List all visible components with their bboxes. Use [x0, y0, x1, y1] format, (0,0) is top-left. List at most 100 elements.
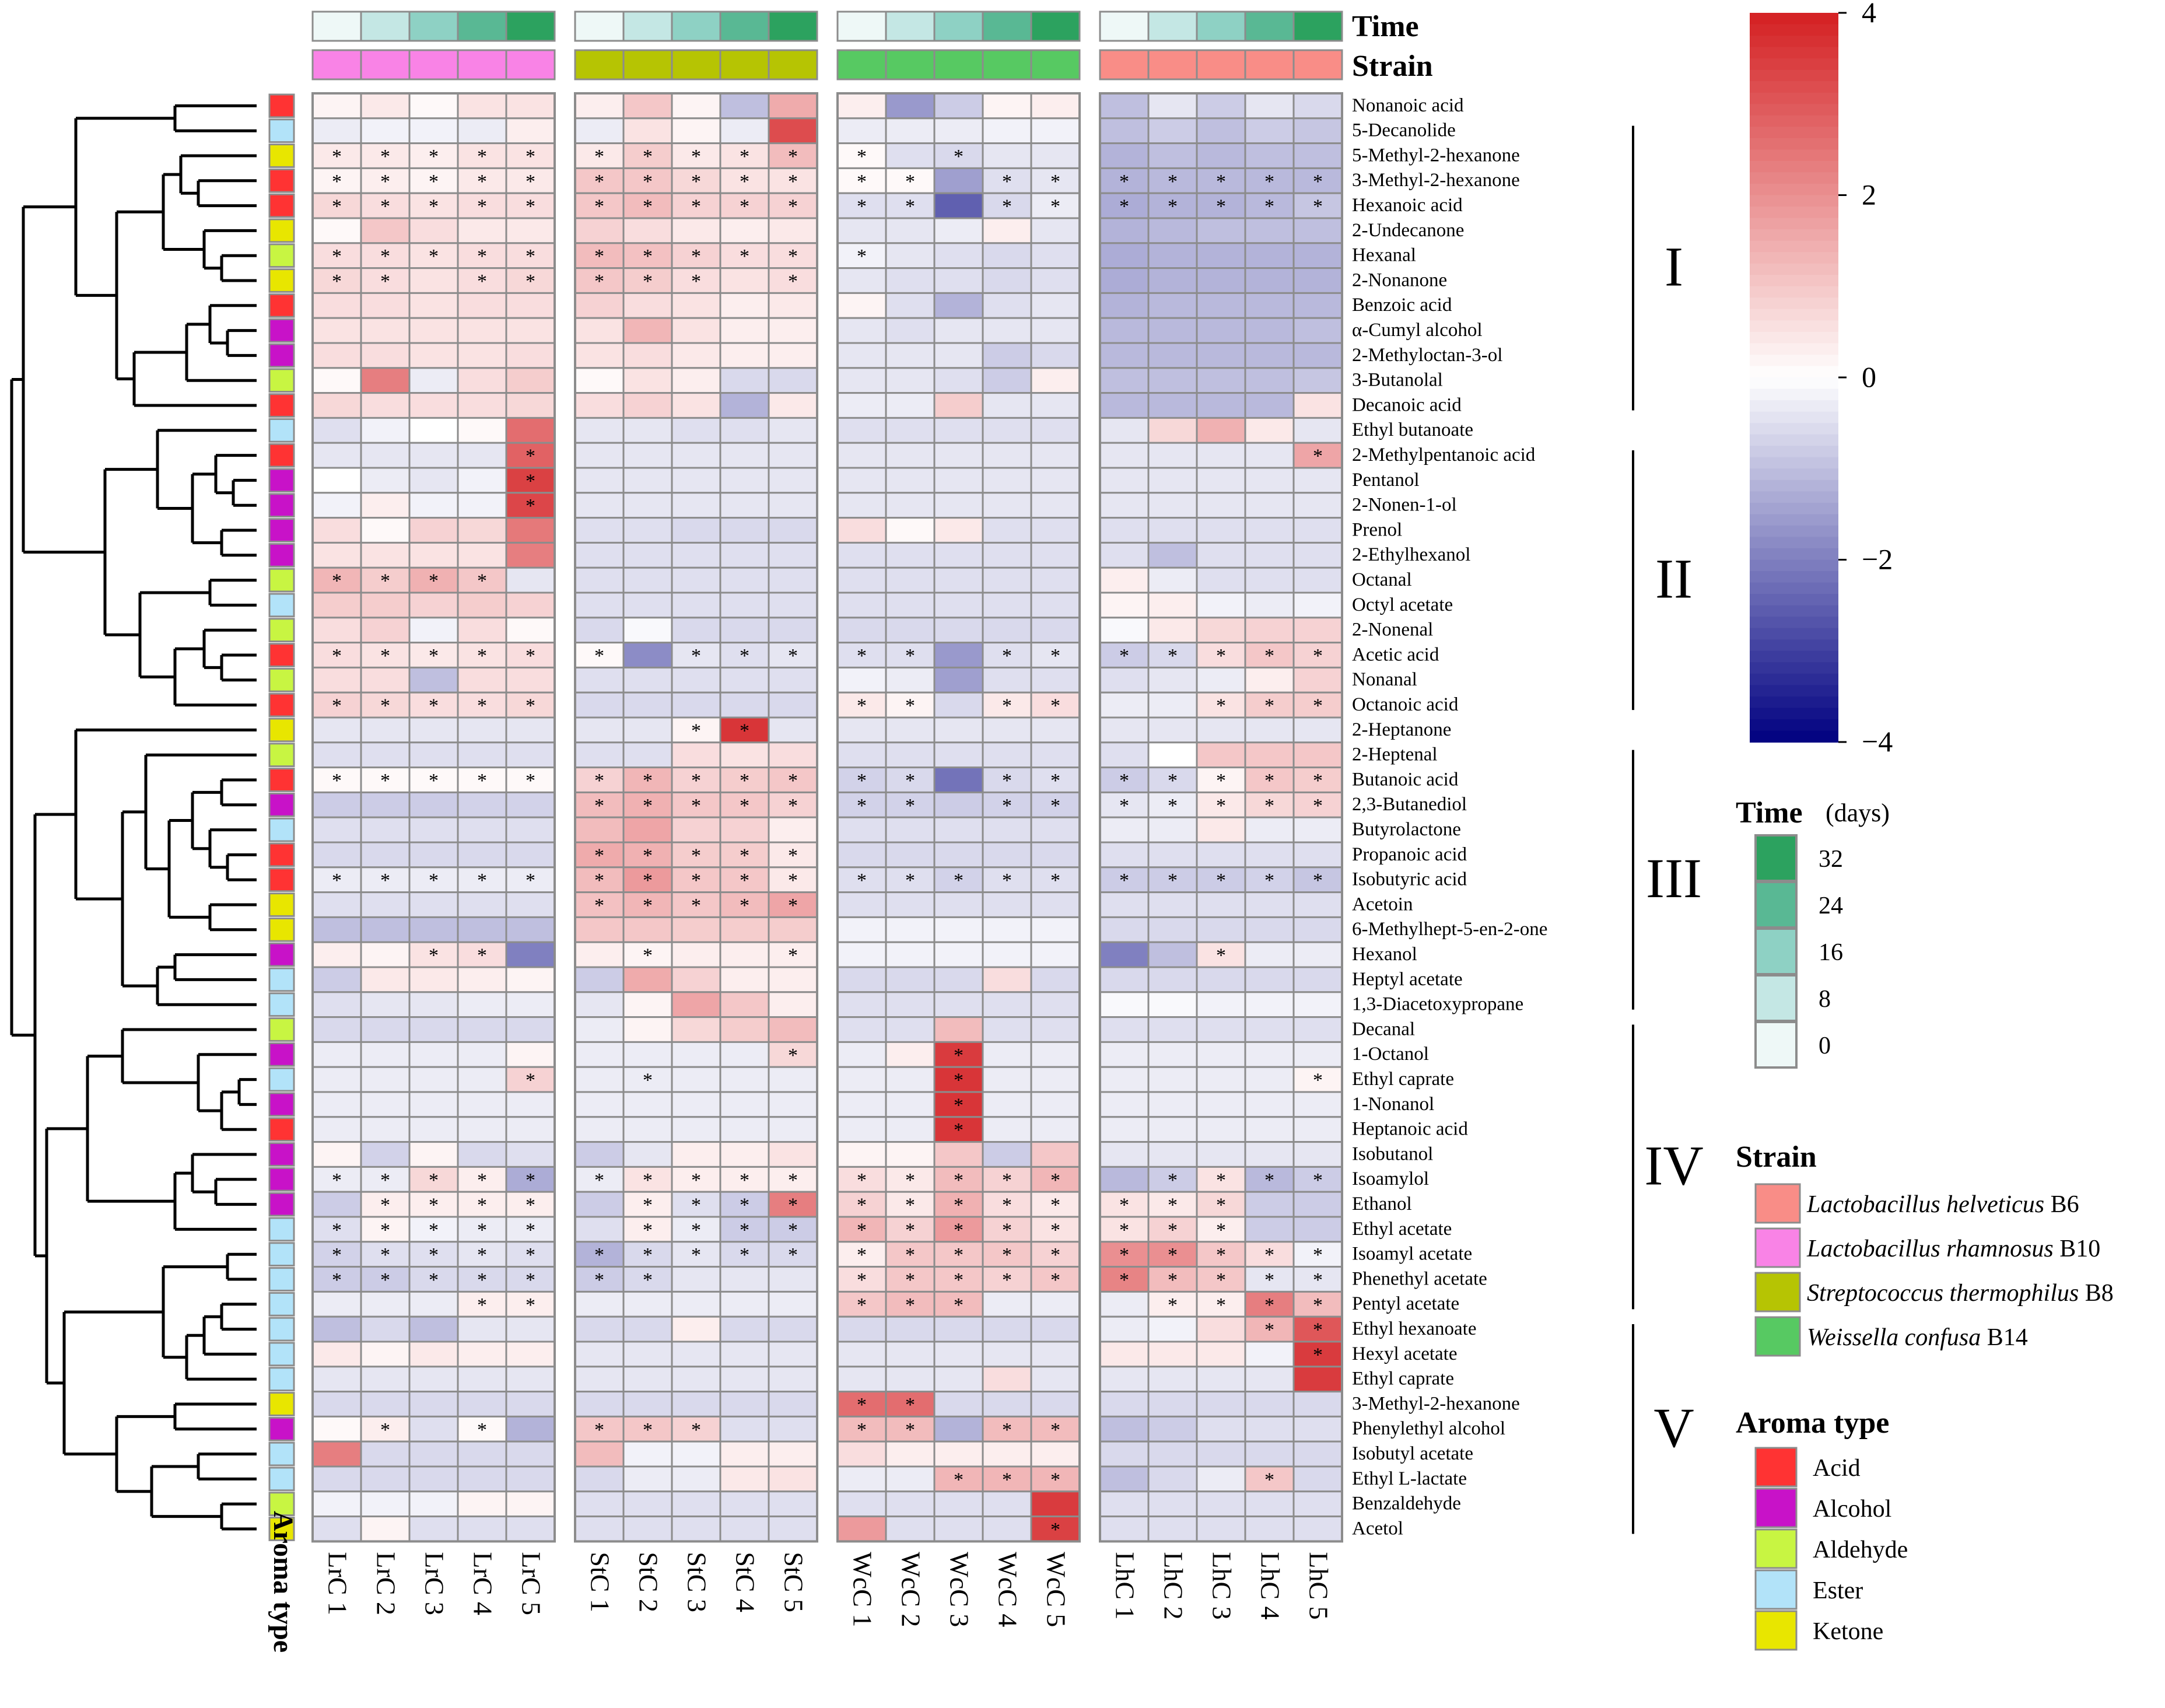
heatmap-cell: [1147, 367, 1198, 394]
heatmap-cell: [1292, 1366, 1343, 1393]
column-label: StC 3: [682, 1552, 712, 1612]
heatmap-cell: [982, 217, 1032, 244]
row-label: Ethyl L-lactate: [1352, 1468, 1467, 1489]
heatmap-cell: [311, 92, 362, 120]
colorbar-segment: [1750, 36, 1838, 48]
heatmap-cell: [1147, 342, 1198, 369]
heatmap-cell: [1030, 292, 1081, 319]
heatmap-cell: [408, 1340, 459, 1368]
row-label: Isobutyl acetate: [1352, 1443, 1473, 1464]
heatmap-cell: [1030, 1415, 1081, 1443]
heatmap-cell: [360, 416, 411, 444]
heatmap-cell: [457, 1391, 507, 1418]
heatmap-cell: [360, 342, 411, 369]
heatmap-cell: [1099, 891, 1150, 918]
heatmap-cell: [1099, 1166, 1150, 1193]
heatmap-cell: [671, 492, 721, 519]
heatmap-cell: [671, 292, 721, 319]
heatmap-cell: [457, 741, 507, 769]
heatmap-cell: [622, 117, 673, 145]
heatmap-cell: [1147, 142, 1198, 169]
significance-star: *: [429, 645, 439, 667]
heatmap-cell: [1292, 392, 1343, 419]
significance-star: *: [1168, 1195, 1178, 1216]
heatmap-cell: [1030, 766, 1081, 793]
significance-star: *: [1050, 1170, 1060, 1191]
heatmap-cell: [1099, 242, 1150, 270]
significance-star: *: [1002, 1170, 1012, 1191]
aroma-type-swatch: [268, 1017, 295, 1042]
heatmap-cell: [1244, 716, 1295, 744]
heatmap-cell: [671, 1066, 721, 1093]
significance-star: *: [905, 695, 915, 717]
heatmap-cell: [1292, 1191, 1343, 1218]
significance-star: *: [740, 645, 749, 667]
significance-star: *: [1313, 1170, 1323, 1191]
time-annotation-cell: [457, 10, 507, 42]
aroma-legend-title: Aroma type: [1736, 1406, 1889, 1440]
heatmap-cell: [311, 1290, 362, 1318]
heatmap-cell: [1147, 1366, 1198, 1393]
significance-star: *: [380, 695, 390, 717]
heatmap-cell: [1292, 1016, 1343, 1043]
significance-star: *: [1050, 695, 1060, 717]
aroma-legend-label: Ester: [1813, 1577, 1863, 1604]
significance-star: *: [380, 570, 390, 592]
heatmap-cell: [933, 1440, 984, 1468]
heatmap-cell: [311, 517, 362, 544]
significance-star: *: [788, 196, 798, 218]
significance-star: *: [740, 1244, 749, 1266]
heatmap-cell: [408, 1440, 459, 1468]
heatmap-cell: [719, 1166, 770, 1193]
significance-star: *: [380, 1244, 390, 1266]
significance-star: *: [1264, 795, 1274, 817]
heatmap-cell: [1292, 791, 1343, 818]
row-label: 3-Butanolal: [1352, 370, 1443, 391]
heatmap-cell: [719, 691, 770, 719]
heatmap-cell: [1099, 517, 1150, 544]
aroma-type-swatch: [268, 667, 295, 692]
heatmap-cell: [933, 192, 984, 219]
heatmap-cell: [933, 1141, 984, 1168]
significance-star: *: [526, 1195, 535, 1216]
colorbar-segment: [1750, 468, 1838, 481]
significance-star: *: [643, 945, 653, 967]
heatmap-cell: [1147, 1241, 1198, 1268]
heatmap-cell: [360, 1041, 411, 1068]
heatmap-cell: [311, 941, 362, 968]
heatmap-cell: [1099, 492, 1150, 519]
time-legend-label: 24: [1819, 892, 1843, 919]
aroma-type-swatch: [268, 542, 295, 568]
heatmap-cell: [1244, 142, 1295, 169]
significance-star: *: [954, 1269, 964, 1291]
heatmap-cell: [982, 1516, 1032, 1542]
heatmap-cell: [1244, 1216, 1295, 1243]
heatmap-cell: [836, 442, 887, 469]
significance-star: *: [526, 870, 535, 891]
heatmap-cell: [574, 666, 625, 694]
heatmap-cell: [360, 1091, 411, 1118]
heatmap-cell: [457, 1440, 507, 1468]
significance-star: *: [429, 171, 439, 192]
row-label: Hexanoic acid: [1352, 195, 1463, 216]
heatmap-cell: [719, 1440, 770, 1468]
significance-star: *: [691, 770, 701, 792]
heatmap-cell: [933, 1366, 984, 1393]
aroma-type-swatch: [268, 493, 295, 518]
significance-star: *: [643, 1195, 653, 1216]
significance-star: *: [594, 845, 604, 866]
heatmap-cell: [408, 1091, 459, 1118]
aroma-type-swatch: [268, 892, 295, 917]
heatmap-cell: [719, 92, 770, 120]
significance-star: *: [1002, 645, 1012, 667]
heatmap-cell: [1292, 117, 1343, 145]
strain-annotation-cell: [1099, 49, 1150, 80]
significance-star: *: [788, 870, 798, 891]
heatmap-cell: [768, 192, 818, 219]
heatmap-cell: [457, 367, 507, 394]
heatmap-cell: [719, 766, 770, 793]
heatmap-cell: [933, 416, 984, 444]
significance-star: *: [1050, 770, 1060, 792]
heatmap-cell: [1099, 392, 1150, 419]
significance-star: *: [691, 271, 701, 292]
